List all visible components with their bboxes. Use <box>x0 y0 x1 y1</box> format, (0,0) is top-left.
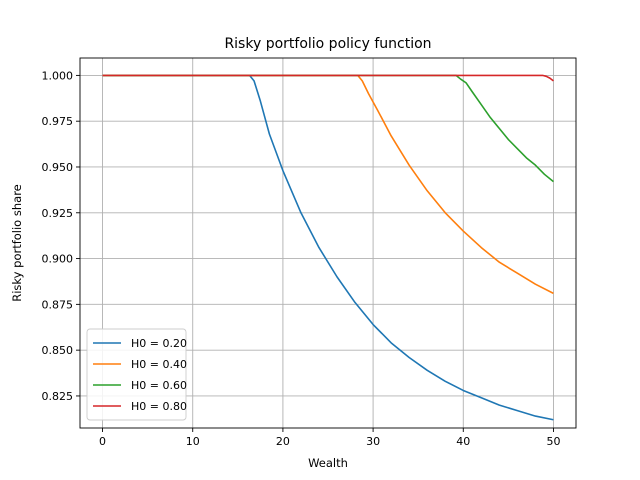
x-tick-label: 20 <box>276 435 290 448</box>
series-lines <box>102 74 554 421</box>
y-tick-label: 0.900 <box>42 253 74 266</box>
legend-label-h0-080: H0 = 0.80 <box>131 400 187 413</box>
series-line-3 <box>102 74 554 183</box>
legend: H0 = 0.20 H0 = 0.40 H0 = 0.60 H0 = 0.80 <box>86 328 187 421</box>
plot-area-frame <box>79 57 577 429</box>
x-tick-label: 30 <box>366 435 380 448</box>
y-tick-label: 0.850 <box>42 344 74 357</box>
series-line-1 <box>102 74 554 421</box>
x-tick-label: 40 <box>456 435 470 448</box>
legend-box <box>86 328 187 421</box>
legend-label-h0-020: H0 = 0.20 <box>131 337 187 350</box>
x-tick-label: 10 <box>186 435 200 448</box>
series-line-2 <box>102 74 554 295</box>
y-tick-label: 0.950 <box>42 161 74 174</box>
y-tick-label: 0.925 <box>42 207 74 220</box>
y-tick-label: 0.825 <box>42 390 74 403</box>
y-tick-label: 0.875 <box>42 298 74 311</box>
y-axis-label: Risky portfolio share <box>10 184 24 302</box>
series-line-4 <box>102 74 554 82</box>
axis-ticks: 0 10 20 30 40 50 0.825 0.850 0.875 0.900 0.925 0.95… <box>42 69 561 448</box>
legend-label-h0-040: H0 = 0.40 <box>131 358 187 371</box>
y-tick-label: 0.975 <box>42 115 74 128</box>
y-tick-label: 1.000 <box>42 69 74 82</box>
chart-title: Risky portfolio policy function <box>224 36 431 52</box>
legend-label-h0-060: H0 = 0.60 <box>131 379 187 392</box>
x-axis-label: Wealth <box>308 456 348 470</box>
x-tick-label: 0 <box>99 435 106 448</box>
x-tick-label: 50 <box>546 435 560 448</box>
